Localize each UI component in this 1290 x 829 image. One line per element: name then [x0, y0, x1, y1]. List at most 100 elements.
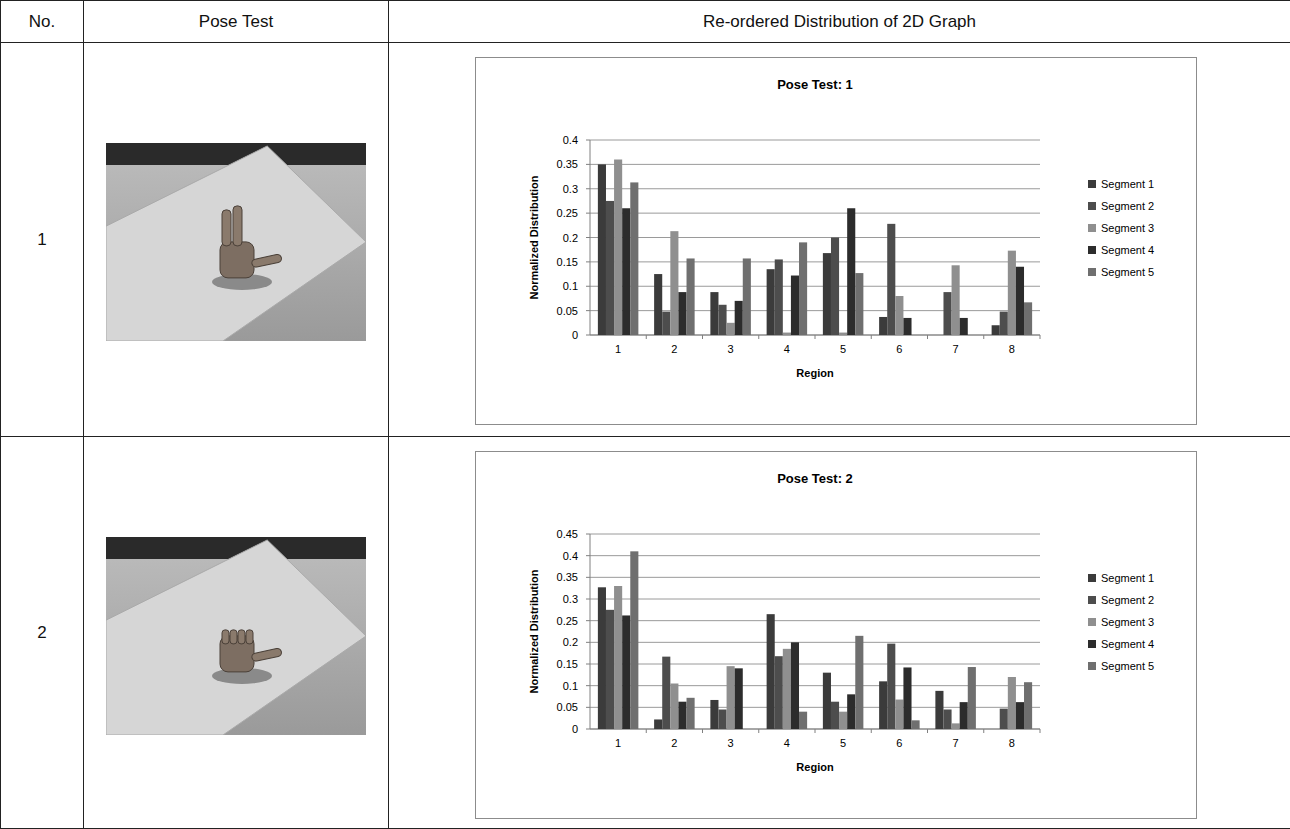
bar [1024, 682, 1032, 729]
tick-mark [586, 555, 590, 556]
photo-finger [233, 206, 242, 246]
bar [598, 587, 606, 729]
tick-label: 0.05 [557, 701, 578, 713]
tick-label: 0.05 [557, 305, 578, 317]
x-tick-mark [646, 335, 647, 339]
photo-finger [238, 630, 245, 644]
bar [654, 274, 662, 335]
bar [903, 667, 911, 729]
tick-mark [586, 664, 590, 665]
grid-line [590, 577, 1040, 578]
tick-label: 0.3 [563, 593, 578, 605]
legend-label: Segment 5 [1101, 660, 1154, 672]
photo-thumb [251, 254, 282, 268]
category-label: 2 [671, 737, 677, 749]
bar [775, 259, 783, 335]
bar [952, 723, 960, 729]
chart-frame [476, 58, 1197, 425]
legend-label: Segment 5 [1101, 266, 1154, 278]
legend-label: Segment 1 [1101, 178, 1154, 190]
grid-line [590, 261, 1040, 262]
tick-mark [586, 729, 590, 730]
tick-label: 0.2 [563, 636, 578, 648]
x-tick-mark [871, 729, 872, 733]
pose-photo [106, 143, 366, 341]
tick-mark [586, 213, 590, 214]
bar [968, 667, 976, 729]
legend-label: Segment 2 [1101, 200, 1154, 212]
tick-mark [586, 261, 590, 262]
tick-mark [586, 335, 590, 336]
chart-title: Pose Test: 1 [777, 77, 853, 92]
bar [735, 668, 743, 729]
photo-mat [106, 146, 366, 341]
bar [630, 551, 638, 729]
tick-mark [586, 140, 590, 141]
tick-label: 0.2 [563, 232, 578, 244]
x-tick-mark [758, 335, 759, 339]
bar [968, 335, 976, 336]
bar [670, 231, 678, 335]
bar [791, 642, 799, 729]
tick-label: 0.4 [563, 134, 578, 146]
x-tick-mark [702, 335, 703, 339]
tick-label: 0.35 [557, 571, 578, 583]
tick-label: 0.3 [563, 183, 578, 195]
bar [903, 318, 911, 335]
x-tick-mark [1040, 335, 1041, 339]
category-label: 1 [615, 737, 621, 749]
bar [743, 729, 751, 730]
bar [1008, 677, 1016, 729]
pose-cell [83, 436, 389, 829]
legend-swatch [1088, 662, 1096, 670]
chart-holder: Pose Test: 100.050.10.150.20.250.30.350.… [475, 57, 1197, 425]
bar [887, 224, 895, 335]
tick-label: 0.25 [557, 615, 578, 627]
x-axis-title: Region [796, 761, 834, 773]
bar [767, 614, 775, 729]
photo-finger [222, 210, 231, 246]
x-tick-mark [1040, 729, 1041, 733]
tick-mark [586, 164, 590, 165]
bar [678, 702, 686, 729]
bar [960, 702, 968, 729]
x-tick-mark [871, 335, 872, 339]
grid-line [590, 164, 1040, 165]
bar [687, 698, 695, 729]
legend-swatch [1088, 574, 1096, 582]
pose-cell [83, 42, 389, 437]
bar [952, 265, 960, 335]
grid-line [590, 555, 1040, 556]
bar [1008, 251, 1016, 335]
legend-swatch [1088, 596, 1096, 604]
bar [992, 325, 1000, 335]
bar [895, 296, 903, 335]
bar [622, 615, 630, 729]
graph-cell: Pose Test: 100.050.10.150.20.250.30.350.… [388, 42, 1290, 437]
tick-mark [586, 188, 590, 189]
column-header: No. [0, 0, 84, 43]
bar [855, 636, 863, 729]
tick-label: 0.25 [557, 207, 578, 219]
bar [912, 335, 920, 336]
bar [662, 312, 670, 335]
legend-swatch [1088, 224, 1096, 232]
y-axis-title: Normalized Distribution [528, 569, 540, 693]
bar [662, 657, 670, 729]
tick-mark [586, 534, 590, 535]
photo-hand [220, 242, 254, 278]
row-number: 1 [0, 42, 84, 437]
category-label: 6 [896, 343, 902, 355]
bar [839, 712, 847, 729]
tick-mark [586, 599, 590, 600]
grid-line [590, 188, 1040, 189]
chart: Pose Test: 200.050.10.150.20.250.30.350.… [475, 451, 1197, 819]
bar [791, 276, 799, 335]
tick-label: 0.1 [563, 280, 578, 292]
legend-label: Segment 4 [1101, 244, 1154, 256]
category-label: 7 [953, 343, 959, 355]
category-label: 8 [1009, 737, 1015, 749]
category-label: 7 [953, 737, 959, 749]
grid-line [590, 664, 1040, 665]
legend-label: Segment 2 [1101, 594, 1154, 606]
